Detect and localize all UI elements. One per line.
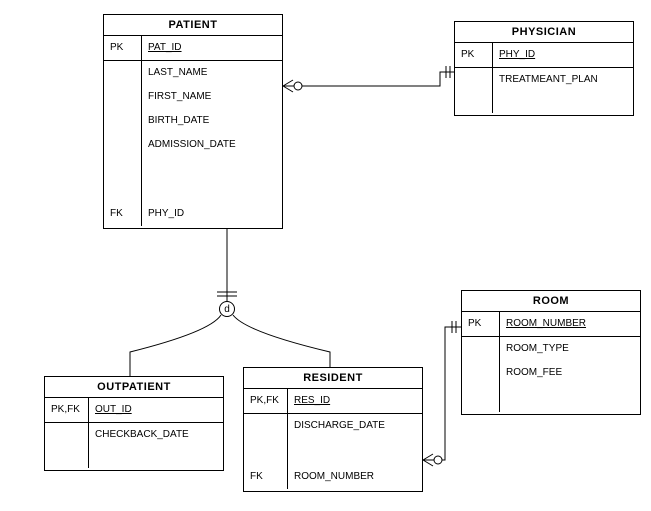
entity-body: PK,FK FK RES_ID DISCHARGE_DATE ROOM_NUMB… [244,389,422,489]
key-cell [462,349,499,361]
attr-cell: ROOM_FEE [500,361,640,385]
key-cell [244,414,287,426]
attr-column: PAT_ID LAST_NAME FIRST_NAME BIRTH_DATE A… [142,36,282,226]
er-diagram-canvas: PATIENT PK FK PAT_ID LAST_NAME FIRST_NAM… [0,0,651,511]
key-column: PK [462,312,500,412]
entity-body: PK FK PAT_ID LAST_NAME FIRST_NAME BIRTH_… [104,36,282,226]
attr-cell: ROOM_NUMBER [500,312,640,337]
key-cell: FK [244,465,287,489]
key-cell: PK [462,312,499,337]
entity-body: PK PHY_ID TREATMEANT_PLAN [455,43,633,113]
key-column: PK,FK FK [244,389,288,489]
entity-title: OUTPATIENT [45,377,223,398]
disjoint-symbol: d [219,301,235,317]
key-cell [104,97,141,109]
attr-cell: ROOM_NUMBER [288,465,422,489]
entity-title: PHYSICIAN [455,22,633,43]
entity-physician: PHYSICIAN PK PHY_ID TREATMEANT_PLAN [454,21,634,116]
attr-cell: PAT_ID [142,36,282,61]
key-cell [462,337,499,349]
attr-cell: PHY_ID [142,202,282,226]
attr-cell: ROOM_TYPE [500,337,640,361]
key-column: PK FK [104,36,142,226]
entity-resident: RESIDENT PK,FK FK RES_ID DISCHARGE_DATE … [243,367,423,492]
attr-column: ROOM_NUMBER ROOM_TYPE ROOM_FEE [500,312,640,412]
attr-cell: PHY_ID [493,43,633,68]
key-cell [104,85,141,97]
entity-body: PK,FK OUT_ID CHECKBACK_DATE [45,398,223,468]
attr-cell: BIRTH_DATE [142,109,282,133]
attr-column: PHY_ID TREATMEANT_PLAN [493,43,633,113]
key-cell [104,73,141,85]
attr-column: OUT_ID CHECKBACK_DATE [89,398,223,468]
entity-title: ROOM [462,291,640,312]
key-cell [45,423,88,435]
key-cell: FK [104,202,141,226]
attr-cell: RES_ID [288,389,422,414]
key-column: PK,FK [45,398,89,468]
attr-cell: ADMISSION_DATE [142,133,282,157]
attr-cell: DISCHARGE_DATE [288,414,422,438]
entity-patient: PATIENT PK FK PAT_ID LAST_NAME FIRST_NAM… [103,14,283,229]
entity-room: ROOM PK ROOM_NUMBER ROOM_TYPE ROOM_FEE [461,290,641,415]
entity-outpatient: OUTPATIENT PK,FK OUT_ID CHECKBACK_DATE [44,376,224,471]
key-column: PK [455,43,493,113]
attr-cell: OUT_ID [89,398,223,423]
attr-cell: TREATMEANT_PLAN [493,68,633,92]
entity-title: RESIDENT [244,368,422,389]
key-cell: PK,FK [244,389,287,414]
attr-cell: CHECKBACK_DATE [89,423,223,447]
attr-cell: LAST_NAME [142,61,282,85]
key-cell: PK [455,43,492,68]
key-cell: PK [104,36,141,61]
key-cell: PK,FK [45,398,88,423]
key-cell [455,68,492,80]
entity-body: PK ROOM_NUMBER ROOM_TYPE ROOM_FEE [462,312,640,412]
attr-column: RES_ID DISCHARGE_DATE ROOM_NUMBER [288,389,422,489]
entity-title: PATIENT [104,15,282,36]
key-cell [104,61,141,73]
attr-cell: FIRST_NAME [142,85,282,109]
